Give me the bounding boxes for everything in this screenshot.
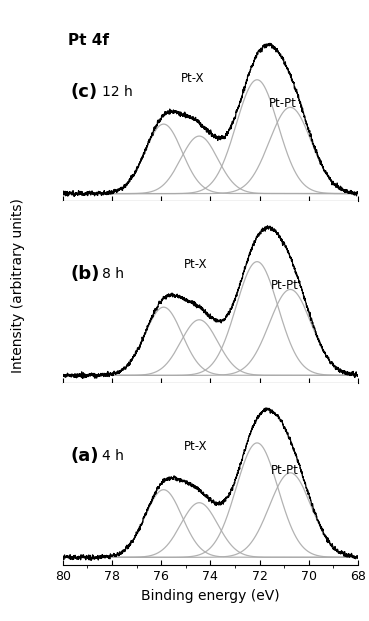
Text: (a): (a)	[70, 447, 99, 465]
Text: Pt-X: Pt-X	[184, 258, 207, 271]
Text: Pt-Pt: Pt-Pt	[271, 279, 299, 292]
X-axis label: Binding energy (eV): Binding energy (eV)	[141, 589, 280, 602]
Text: Pt-Pt: Pt-Pt	[271, 464, 299, 477]
Text: Pt-X: Pt-X	[181, 72, 205, 85]
Text: 8 h: 8 h	[102, 267, 124, 281]
Text: Pt 4f: Pt 4f	[68, 33, 108, 48]
Text: (b): (b)	[70, 265, 100, 283]
Text: Pt-Pt: Pt-Pt	[269, 97, 296, 110]
Text: Intensity (arbitrary units): Intensity (arbitrary units)	[11, 198, 25, 373]
Text: 4 h: 4 h	[102, 449, 124, 463]
Text: 12 h: 12 h	[102, 85, 133, 99]
Text: (c): (c)	[70, 83, 97, 101]
Text: Pt-X: Pt-X	[184, 440, 207, 453]
